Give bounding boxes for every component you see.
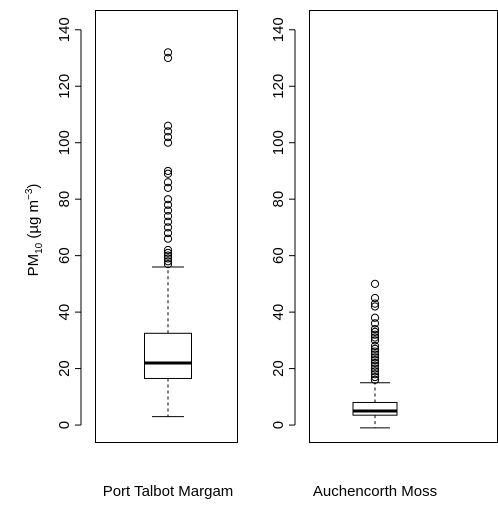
panel-1-y-tick-label: 40 <box>56 304 73 321</box>
panel-1-outlier-point <box>163 178 173 187</box>
panel-2-outlier-point <box>370 324 380 334</box>
y-axis-label-subscript: 10 <box>34 242 45 254</box>
panel-1-frame <box>95 10 238 443</box>
panel-2-outlier-point <box>370 358 380 368</box>
panel-2-outlier-point <box>370 330 380 339</box>
panel-2-y-tick-label: 140 <box>270 17 287 42</box>
panel-2-category-label: Auchencorth Moss <box>313 483 437 500</box>
panel-1-y-tick-label: 140 <box>56 17 73 42</box>
panel-1-outlier-point <box>163 212 173 221</box>
panel-2-outlier-point <box>370 299 380 308</box>
panel-2-outlier-point <box>370 361 380 370</box>
panel-2-frame <box>309 10 498 443</box>
panel-2-outlier-point <box>370 279 380 288</box>
panel-1-outlier-point <box>163 254 173 263</box>
panel-2-outlier-point <box>370 367 380 376</box>
panel-2-outlier-point <box>370 341 380 351</box>
y-axis-label-base: PM <box>25 254 42 277</box>
panel-1-y-tick-label: 60 <box>56 247 73 264</box>
y-axis-label-close: ) <box>25 184 42 189</box>
panel-2-outlier-point <box>370 336 380 345</box>
panel-2-outlier-point <box>370 375 380 384</box>
panel-1-outlier-point <box>163 132 173 142</box>
panel-1-y-tick-label: 100 <box>56 130 73 155</box>
panel-2-outlier-point <box>370 333 380 342</box>
panel-2-y-tick-label: 80 <box>270 191 287 208</box>
panel-1-outlier-point <box>163 166 173 176</box>
svg-text:PM10 (µg m−3): PM10 (µg m−3) <box>24 184 45 277</box>
panel-2-outlier-point <box>370 370 380 379</box>
panel-1-y-tick-label: 20 <box>56 360 73 377</box>
panel-1-category-label: Port Talbot Margam <box>103 483 234 500</box>
panel-1-outlier-point <box>163 183 173 192</box>
panel-1-outlier-point <box>163 48 173 57</box>
panel-1-outlier-point <box>163 138 173 147</box>
panel-2-outlier-point <box>370 356 380 365</box>
panel-1-outlier-point <box>163 53 173 63</box>
panel-1-outlier-point <box>163 245 173 255</box>
panel-1-outlier-point <box>163 228 173 238</box>
panel-2-outlier-point <box>370 293 380 303</box>
panel-2-y-tick-label: 120 <box>270 74 287 99</box>
panel-1-outlier-point <box>163 257 173 266</box>
panel-2-outlier-point <box>370 313 380 322</box>
panel-1-outlier-point <box>163 260 173 269</box>
panel-1-box <box>144 332 192 379</box>
y-axis-label-unit: (µg m <box>25 200 42 243</box>
panel-2-y-tick-label: 20 <box>270 360 287 377</box>
panel-2-outlier-point <box>370 302 380 311</box>
panel-1-outlier-point <box>163 217 173 226</box>
panel-2-outlier-point <box>370 347 380 356</box>
panel-2-outlier-point <box>370 327 380 336</box>
panel-1-outlier-point <box>163 206 173 215</box>
panel-2-outlier-point <box>370 353 380 362</box>
panel-1-y-tick-label: 0 <box>56 421 73 429</box>
panel-1-y-tick-label: 80 <box>56 191 73 208</box>
panel-2-box <box>352 401 398 416</box>
panel-2-y-tick-label: 60 <box>270 247 287 264</box>
panel-1-outlier-point <box>163 127 173 136</box>
panel-2-outlier-point <box>370 372 380 382</box>
panel-2-outlier-point <box>370 364 380 373</box>
panel-1-y-tick-label: 120 <box>56 74 73 99</box>
panel-1-outlier-point <box>163 251 173 260</box>
panel-2-y-tick-label: 100 <box>270 130 287 155</box>
panel-1-outlier-point <box>163 200 173 209</box>
panel-2-y-tick-label: 40 <box>270 304 287 321</box>
panel-2-outlier-point <box>370 344 380 353</box>
panel-1-outlier-point <box>163 223 173 232</box>
panel-2-outlier-point <box>370 319 380 328</box>
panel-1-outlier-point <box>163 121 173 130</box>
panel-2-outlier-point <box>370 350 380 359</box>
y-axis-label: PM10 (µg m−3) <box>24 184 45 277</box>
panel-2-y-tick-label: 0 <box>270 421 287 429</box>
panel-1-outlier-point <box>163 234 173 243</box>
panel-1-outlier-point <box>163 248 173 257</box>
panel-1-outlier-point <box>163 169 173 178</box>
panel-1-outlier-point <box>163 195 173 204</box>
y-axis-label-superscript: −3 <box>24 188 35 200</box>
